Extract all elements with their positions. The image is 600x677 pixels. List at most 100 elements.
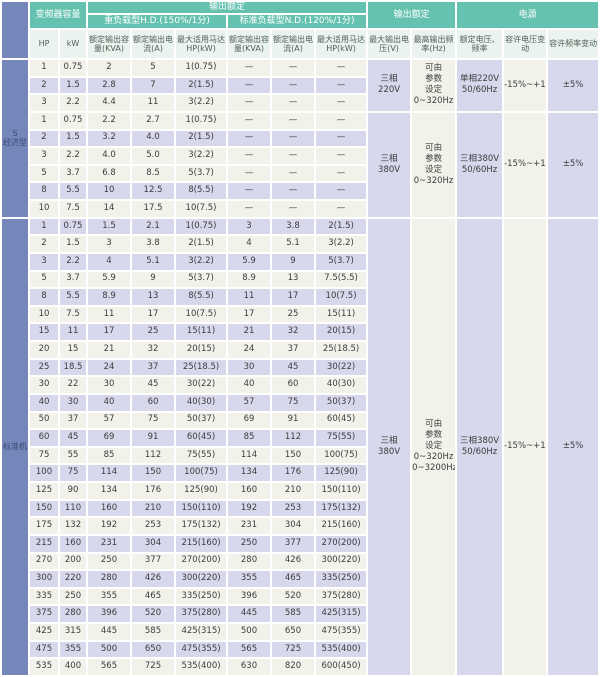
cell-hp: 2: [30, 77, 58, 94]
col-header-frequency-tolerance: 容许频率变动: [548, 30, 599, 58]
col-header-kw: kW: [60, 30, 87, 58]
cell-nd-motor: —: [316, 148, 367, 164]
cell-hd-motor: 8(5.5): [176, 289, 227, 305]
cell-nd-motor: 30(22): [316, 359, 367, 376]
cell-nd-motor: 10(7.5): [316, 289, 367, 305]
cell-hd-motor: 1(0.75): [176, 218, 227, 235]
cell-max-output-frequency: 可由 参数 设定 0~320Hz 0~3200Hz: [412, 218, 456, 675]
cell-hd-kva: 30: [88, 377, 131, 393]
cell-nd-kva: —: [228, 112, 271, 129]
cell-hd-kva: 57: [88, 412, 131, 429]
table-row: 5 3.7 6.8 8.5 5(3.7) — — —: [2, 165, 598, 182]
cell-nd-amp: —: [272, 130, 315, 147]
cell-nd-kva: 396: [228, 588, 271, 605]
cell-frequency-tolerance: ±5%: [548, 60, 599, 111]
col-header-max-frequency: 最高输出频率(Hz): [412, 30, 456, 58]
cell-hd-kva: 40: [88, 394, 131, 411]
cell-nd-motor: 75(55): [316, 430, 367, 446]
cell-nd-amp: 9: [272, 253, 315, 270]
cell-nd-motor: 600(450): [316, 659, 367, 675]
header-heavy-duty: 重负载型H.D.(150%/1分): [88, 15, 227, 28]
sidebar-label-economy: S 经济型: [2, 60, 28, 217]
cell-kw: 30: [60, 394, 87, 411]
table-row: 1 0.75 2.2 2.7 1(0.75) — — — 三相 380V 可由 参数 设定 0~3…: [2, 112, 599, 217]
cell-hd-amp: 17: [132, 306, 175, 323]
cell-nd-kva: 192: [228, 500, 271, 517]
cell-hd-kva: 24: [88, 359, 131, 376]
cell-hd-amp: 3.8: [132, 236, 175, 252]
header-power: 电源: [457, 2, 599, 28]
cell-hd-kva: 4.0: [88, 148, 131, 164]
cell-nd-amp: 3.8: [272, 218, 315, 235]
cell-hp: 535: [30, 659, 58, 675]
cell-frequency-tolerance: ±5%: [548, 112, 599, 217]
cell-hp: 1: [30, 218, 58, 235]
cell-kw: 250: [60, 588, 87, 605]
cell-hd-amp: 75: [132, 412, 175, 429]
table-row: 375 280 396 520 375(280) 445 585 425(315): [2, 606, 598, 622]
table-row: 100 75 114 150 100(75) 134 176 125(90): [2, 465, 598, 481]
cell-hd-amp: 8.5: [132, 165, 175, 182]
cell-hd-motor: 475(355): [176, 641, 227, 658]
cell-nd-amp: —: [272, 112, 315, 129]
cell-kw: 160: [60, 535, 87, 552]
cell-hp: 8: [30, 289, 58, 305]
table-row: 40 30 40 60 40(30) 57 75 50(37): [2, 394, 598, 411]
col-header-hd-motor: 最大适用马达HP(kW): [176, 30, 227, 58]
cell-nd-amp: 37: [272, 342, 315, 358]
cell-nd-amp: 45: [272, 359, 315, 376]
cell-hp: 2: [30, 130, 58, 147]
cell-kw: 220: [60, 571, 87, 587]
cell-nd-amp: 253: [272, 500, 315, 517]
cell-hd-amp: 12.5: [132, 183, 175, 199]
cell-nd-kva: 134: [228, 465, 271, 481]
cell-nd-kva: 250: [228, 535, 271, 552]
cell-nd-kva: 445: [228, 606, 271, 622]
cell-nd-kva: —: [228, 95, 271, 111]
table-row: 50 37 57 75 50(37) 69 91 60(45): [2, 412, 598, 429]
cell-hd-kva: 134: [88, 483, 131, 499]
cell-kw: 55: [60, 447, 87, 464]
cell-hd-amp: 2.7: [132, 112, 175, 129]
cell-hd-kva: 192: [88, 518, 131, 534]
col-header-hd-amp: 额定输出电流(A): [132, 30, 175, 58]
cell-hd-kva: 280: [88, 571, 131, 587]
col-header-rated-voltage-frequency: 额定电压、频率: [457, 30, 503, 58]
table-row: 15 11 17 25 15(11) 21 32 20(15): [2, 324, 598, 340]
cell-nd-kva: 160: [228, 483, 271, 499]
cell-voltage-tolerance: -15%~+10%: [504, 112, 547, 217]
cell-hp: 10: [30, 306, 58, 323]
cell-nd-motor: 175(132): [316, 500, 367, 517]
cell-max-output-voltage: 三相 380V: [368, 112, 411, 217]
cell-kw: 1.5: [60, 130, 87, 147]
cell-hp: 300: [30, 571, 58, 587]
cell-hd-amp: 4.0: [132, 130, 175, 147]
cell-hp: 270: [30, 553, 58, 570]
table-row: 535 400 565 725 535(400) 630 820 600(450): [2, 659, 598, 675]
cell-nd-kva: 57: [228, 394, 271, 411]
cell-nd-kva: 40: [228, 377, 271, 393]
table-header: 变频器容量 输出额定 输出额定 电源 重负载型H.D.(150%/1分) 标准负…: [2, 2, 599, 58]
cell-nd-amp: —: [272, 183, 315, 199]
cell-max-output-voltage: 三相 220V: [368, 60, 411, 111]
cell-nd-amp: 377: [272, 535, 315, 552]
cell-kw: 2.2: [60, 253, 87, 270]
cell-hd-amp: 11: [132, 95, 175, 111]
cell-kw: 11: [60, 324, 87, 340]
table-row: 425 315 445 585 425(315) 500 650 475(355): [2, 624, 598, 640]
cell-hd-amp: 17.5: [132, 201, 175, 217]
cell-hp: 3: [30, 95, 58, 111]
cell-hd-kva: 8.9: [88, 289, 131, 305]
col-header-nd-amp: 额定输出电流(A): [272, 30, 315, 58]
sidebar-label-standard: 标准机: [2, 218, 28, 675]
cell-hd-motor: 335(250): [176, 588, 227, 605]
cell-kw: 5.5: [60, 289, 87, 305]
cell-hd-motor: 535(400): [176, 659, 227, 675]
cell-nd-kva: 4: [228, 236, 271, 252]
cell-hd-motor: 2(1.5): [176, 77, 227, 94]
cell-nd-motor: 7.5(5.5): [316, 271, 367, 288]
cell-hp: 25: [30, 359, 58, 376]
cell-hp: 2: [30, 236, 58, 252]
cell-nd-amp: 5.1: [272, 236, 315, 252]
